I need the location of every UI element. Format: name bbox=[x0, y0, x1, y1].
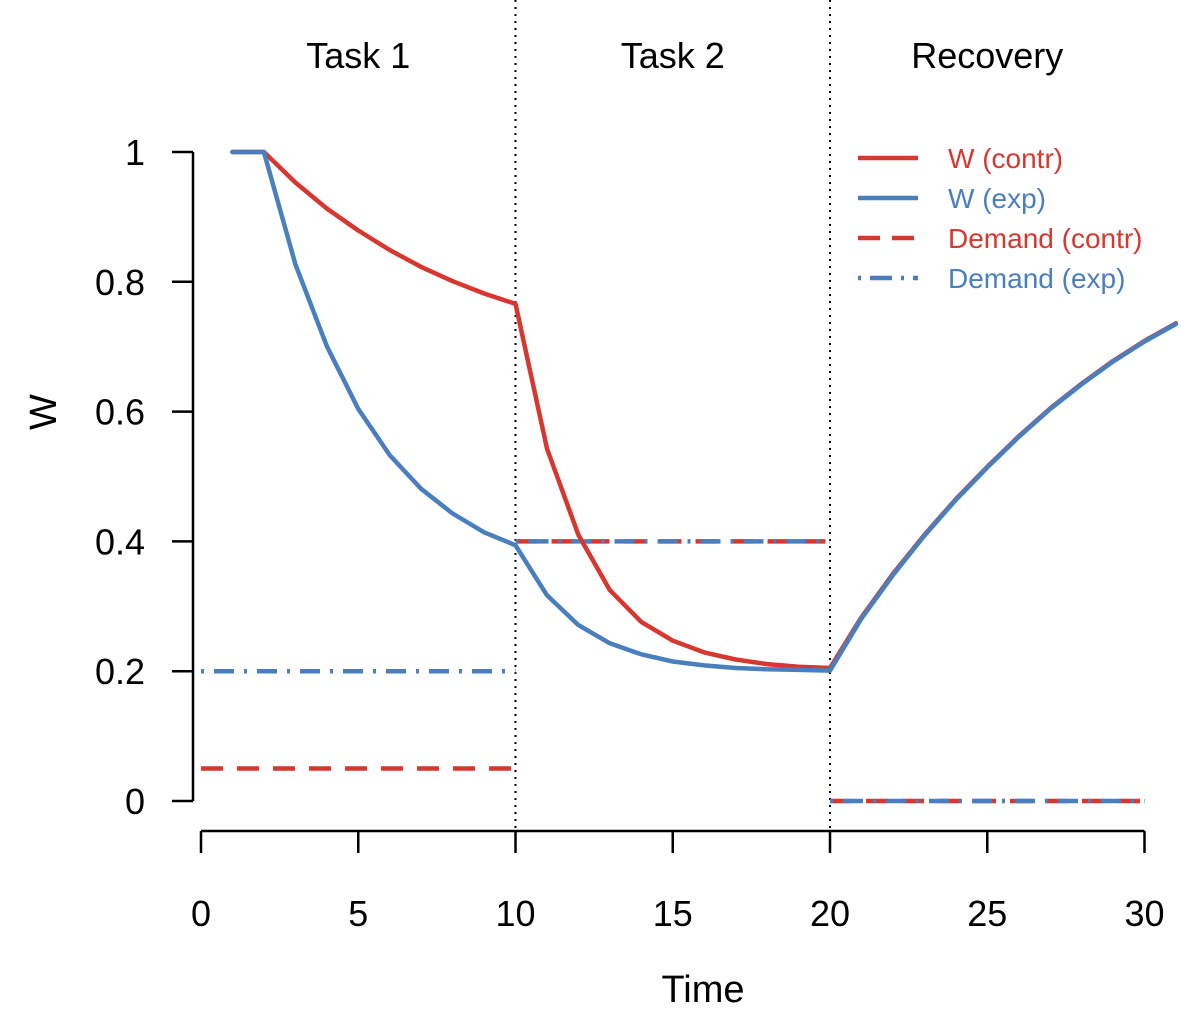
legend: W (contr) W (exp) Demand (contr) Demand (ex… bbox=[858, 143, 1143, 294]
series-layer bbox=[201, 149, 1179, 804]
x-tick-label: 20 bbox=[810, 893, 850, 934]
phase-label: Task 2 bbox=[621, 35, 725, 76]
legend-label: W (exp) bbox=[948, 183, 1046, 214]
y-axis-title: W bbox=[23, 394, 65, 430]
phase-label: Recovery bbox=[911, 35, 1063, 76]
y-tick-label: 0.6 bbox=[95, 392, 145, 433]
phase-labels: Task 1 Task 2 Recovery bbox=[306, 35, 1063, 76]
y-tick-label: 0.2 bbox=[95, 651, 145, 692]
x-tick-label: 5 bbox=[348, 893, 368, 934]
y-tick-label: 0 bbox=[125, 781, 145, 822]
x-tick-label: 25 bbox=[967, 893, 1007, 934]
legend-label: W (contr) bbox=[948, 143, 1063, 174]
y-axis: 0 0.2 0.4 0.6 0.8 1 bbox=[95, 132, 195, 822]
phase-label: Task 1 bbox=[306, 35, 410, 76]
legend-label: Demand (exp) bbox=[948, 263, 1125, 294]
y-tick-label: 0.4 bbox=[95, 521, 145, 562]
x-tick-label: 0 bbox=[191, 893, 211, 934]
x-axis: 0 5 10 15 20 25 30 bbox=[191, 829, 1165, 934]
phase-boundaries bbox=[514, 0, 831, 831]
x-tick-label: 10 bbox=[495, 893, 535, 934]
y-tick-label: 0.8 bbox=[95, 262, 145, 303]
x-axis-title: Time bbox=[661, 969, 744, 1011]
x-tick-label: 15 bbox=[653, 893, 693, 934]
legend-label: Demand (contr) bbox=[948, 223, 1143, 254]
x-tick-label: 30 bbox=[1124, 893, 1164, 934]
series-line bbox=[230, 149, 1179, 673]
y-tick-label: 1 bbox=[125, 132, 145, 173]
